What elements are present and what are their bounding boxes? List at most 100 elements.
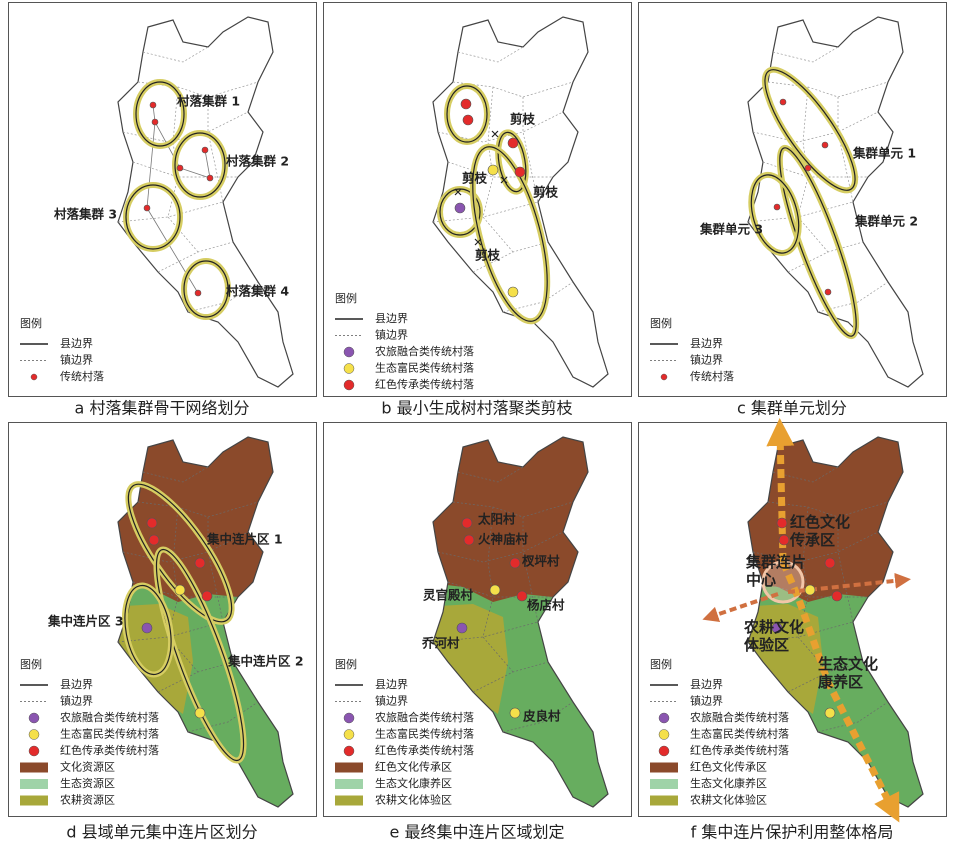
village (149, 101, 157, 109)
legend-label: 传统村落 (60, 369, 104, 383)
prune-mark (454, 188, 462, 196)
cluster-line (446, 85, 488, 143)
legend-label: 红色传承类传统村落 (375, 377, 474, 391)
legend-label: 县边界 (690, 678, 723, 691)
map-label: 乔河村 (421, 636, 460, 651)
town-boundary (452, 501, 574, 518)
town-boundary (752, 531, 879, 563)
legend-label: 农耕资源区 (60, 793, 115, 807)
village (462, 114, 474, 126)
legend-symbol (335, 779, 363, 789)
prune-mark (474, 238, 482, 246)
cluster-line (764, 69, 856, 191)
town-boundary (142, 466, 209, 483)
culture-region (433, 437, 608, 602)
prune-mark (500, 176, 508, 184)
map-label: 集中连片区 3 (47, 614, 124, 629)
legend-label: 镇边界 (690, 694, 723, 708)
culture-region (748, 437, 923, 602)
village (460, 98, 472, 110)
map-label: 村落集群 4 (226, 284, 289, 299)
village (487, 164, 499, 176)
map-label: 村落集群 3 (54, 207, 117, 222)
town-boundary (747, 621, 854, 643)
village (771, 622, 783, 634)
legend-symbol (20, 795, 48, 806)
village (463, 534, 475, 546)
legend-symbol (658, 712, 670, 724)
town-boundary (437, 111, 564, 143)
county-boundary (432, 436, 609, 808)
town-boundary (747, 201, 854, 223)
legend-symbol (335, 795, 363, 806)
village (804, 584, 816, 596)
cluster-line (183, 260, 229, 318)
legend-symbol (343, 745, 355, 757)
town-boundary (457, 46, 524, 63)
town-boundary (167, 506, 199, 673)
culture-region (118, 437, 293, 602)
map-label: 杈坪村 (522, 554, 560, 569)
legend-label: 生态文化康养区 (375, 776, 452, 790)
village (151, 118, 159, 126)
map-label: 生态文化康养区 (818, 655, 878, 691)
cluster-line (439, 188, 481, 236)
town-boundary (772, 46, 839, 63)
legend-title: 图例 (335, 657, 357, 671)
network-link (204, 149, 211, 179)
network-link (146, 121, 156, 209)
legend-label: 文化资源区 (60, 760, 115, 774)
town-boundary (482, 506, 514, 673)
legend-label: 农耕文化体验区 (375, 793, 452, 807)
town-boundary (142, 46, 209, 63)
map-label: 剪枝 (475, 248, 501, 263)
village (804, 164, 812, 172)
legend-symbol (28, 712, 40, 724)
legend-symbol (650, 762, 678, 773)
panel-caption: c 集群单元划分 (737, 399, 847, 418)
map-label: 集群单元 3 (699, 222, 763, 237)
legend-symbol (20, 779, 48, 789)
village (516, 590, 528, 602)
map-label: 太阳村 (478, 512, 516, 527)
cluster-line (125, 184, 181, 250)
town-boundary (502, 701, 574, 733)
village (507, 286, 519, 298)
farm-region (748, 604, 823, 714)
town-boundary (137, 501, 259, 518)
legend-label: 镇边界 (375, 328, 408, 342)
legend-label: 镇边界 (60, 353, 93, 367)
village (821, 141, 829, 149)
village (174, 584, 186, 596)
town-boundary (797, 86, 829, 253)
town-boundary (432, 621, 539, 643)
legend-label: 红色传承类传统村落 (60, 743, 159, 757)
village (831, 590, 843, 602)
legend-label: 农旅融合类传统村落 (375, 710, 474, 724)
map-panel: 集中连片区 1 集中连片区 2 集中连片区 3 图例县边界镇边界农旅融合类传统村落生态… (8, 422, 317, 817)
town-boundary (482, 86, 514, 253)
village (824, 288, 832, 296)
legend-label: 县边界 (375, 678, 408, 691)
village (141, 622, 153, 634)
town-boundary (457, 466, 524, 483)
town-boundary (817, 281, 889, 313)
town-boundary (122, 531, 249, 563)
village (201, 590, 213, 602)
village (461, 517, 473, 529)
legend-label: 县边界 (60, 337, 93, 350)
network-link (179, 167, 211, 179)
village (776, 517, 788, 529)
legend-label: 红色传承类传统村落 (375, 743, 474, 757)
panel-caption: b 最小生成树村落聚类剪枝 (381, 399, 572, 418)
village (146, 517, 158, 529)
legend-title: 图例 (20, 657, 42, 671)
farm-region (433, 604, 508, 714)
legend-symbol (335, 762, 363, 773)
map-panel: 红色文化传承区集群连片中心农耕文化体验区生态文化康养区图例县边界镇边界农旅融合类… (638, 418, 947, 823)
axis-arrow (787, 572, 911, 594)
cluster-line (135, 81, 185, 147)
